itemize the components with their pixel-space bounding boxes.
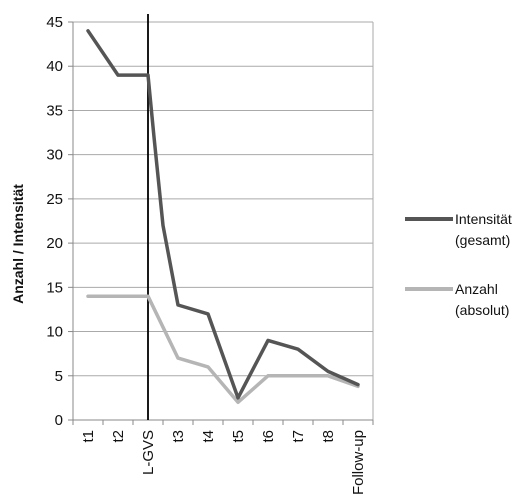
y-tick-label: 10 — [46, 324, 63, 341]
y-tick-label: 0 — [55, 412, 63, 429]
legend-label: (gesamt) — [455, 232, 510, 248]
x-tick-label: t3 — [170, 430, 187, 443]
y-tick-label: 30 — [46, 147, 63, 164]
legend-label: Intensität — [455, 211, 512, 227]
x-tick-labels: t1 t2 L-GVS t3 t4 t5 t6 t7 t8 Follow-up — [80, 430, 367, 495]
x-tick-label: t1 — [80, 430, 97, 443]
y-tick-label: 15 — [46, 279, 63, 296]
legend: Intensität (gesamt) Anzahl (absolut) — [405, 211, 512, 318]
x-tick-label: t5 — [230, 430, 247, 443]
y-tick-label: 40 — [46, 58, 63, 75]
x-tick-label: Follow-up — [350, 430, 367, 495]
y-tick-label: 35 — [46, 102, 63, 119]
legend-label: Anzahl — [455, 281, 498, 297]
x-tick-label: t4 — [200, 430, 217, 443]
x-tick-label: t6 — [260, 430, 277, 443]
y-tick-label: 20 — [46, 235, 63, 252]
x-tick-label: t2 — [110, 430, 127, 443]
legend-label: (absolut) — [455, 302, 509, 318]
series-line-1 — [86, 294, 360, 405]
series-lines — [86, 29, 360, 405]
x-tick-label: t8 — [320, 430, 337, 443]
y-tick-labels: 0 5 10 15 20 25 30 35 40 45 — [46, 14, 63, 429]
y-tick-label: 5 — [55, 368, 63, 385]
series-line-0 — [86, 29, 360, 400]
axes — [68, 14, 374, 425]
gridlines — [73, 21, 373, 421]
y-axis-label: Anzahl / Intensität — [10, 184, 26, 304]
x-tick-label: t7 — [290, 430, 307, 443]
x-tick-label: L-GVS — [140, 430, 157, 475]
y-tick-label: 25 — [46, 191, 63, 208]
y-tick-label: 45 — [46, 14, 63, 31]
